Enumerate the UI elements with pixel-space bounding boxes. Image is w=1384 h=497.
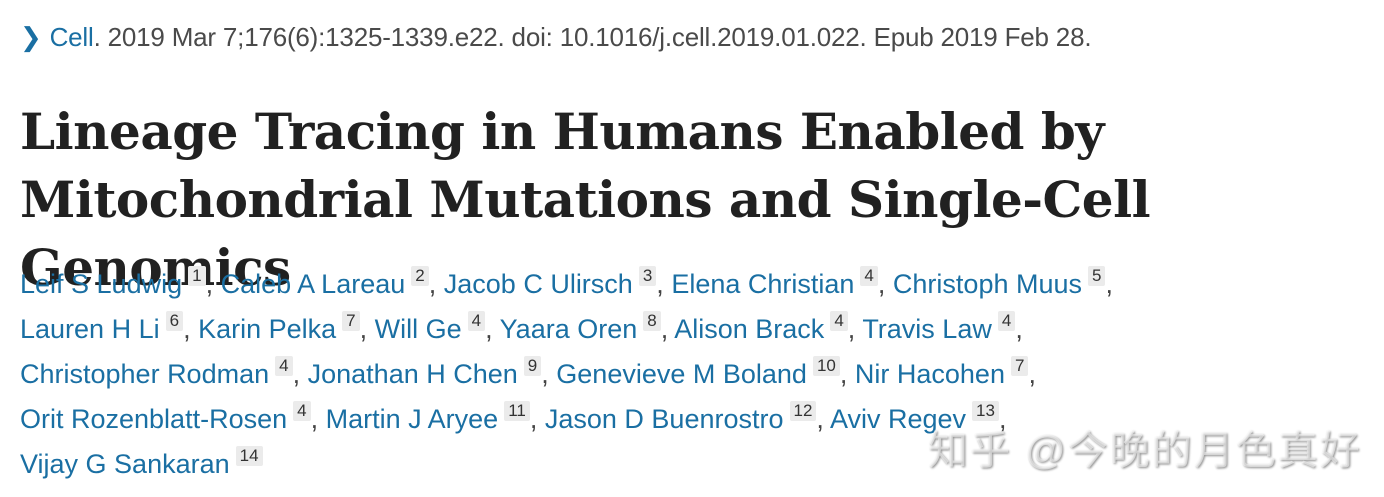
citation-details: . 2019 Mar 7;176(6):1325-1339.e22. doi: … xyxy=(93,22,1092,52)
author-link[interactable]: Will Ge xyxy=(374,314,462,344)
affiliation-badge[interactable]: 8 xyxy=(643,311,661,331)
affiliation-badge[interactable]: 11 xyxy=(504,401,530,421)
author-link[interactable]: Caleb A Lareau xyxy=(220,269,406,299)
affiliation-badge[interactable]: 4 xyxy=(830,311,848,331)
chevron-right-icon[interactable]: ❯ xyxy=(20,22,42,52)
affiliation-badge[interactable]: 7 xyxy=(342,311,360,331)
affiliation-badge[interactable]: 14 xyxy=(235,446,263,466)
author-line-5: Vijay G Sankaran 14 xyxy=(20,442,1220,487)
author-line-2: Lauren H Li 6, Karin Pelka 7, Will Ge 4, Ya… xyxy=(20,311,1023,344)
author-line-4: Orit Rozenblatt-Rosen 4, Martin J Aryee 11… xyxy=(20,401,1007,434)
author-link[interactable]: Alison Brack xyxy=(674,314,825,344)
author-link[interactable]: Vijay G Sankaran xyxy=(20,449,230,479)
author-link[interactable]: Lauren H Li xyxy=(20,314,160,344)
author-link[interactable]: Martin J Aryee xyxy=(325,404,499,434)
affiliation-badge[interactable]: 12 xyxy=(789,401,817,421)
author-link[interactable]: Christopher Rodman xyxy=(20,359,270,389)
affiliation-badge[interactable]: 13 xyxy=(972,401,999,421)
affiliation-badge[interactable]: 10 xyxy=(812,356,840,376)
author-link[interactable]: Orit Rozenblatt-Rosen xyxy=(20,404,288,434)
watermark: 知乎 @今晚的月色真好 xyxy=(928,429,1362,473)
affiliation-badge[interactable]: 6 xyxy=(165,311,184,331)
author-link[interactable]: Jason D Buenrostro xyxy=(544,404,784,434)
affiliation-badge[interactable]: 4 xyxy=(275,356,293,376)
author-line-3: Christopher Rodman 4, Jonathan H Chen 9, G… xyxy=(20,356,1036,389)
affiliation-badge[interactable]: 2 xyxy=(411,266,429,286)
author-link[interactable]: Travis Law xyxy=(862,314,992,344)
author-link[interactable]: Jacob C Ulirsch xyxy=(443,269,633,299)
author-link[interactable]: Genevieve M Boland xyxy=(556,359,807,389)
affiliation-badge[interactable]: 3 xyxy=(638,266,657,286)
affiliation-badge[interactable]: 7 xyxy=(1010,356,1029,376)
author-link[interactable]: Karin Pelka xyxy=(198,314,337,344)
author-link[interactable]: Leif S Ludwig xyxy=(20,269,183,299)
author-link[interactable]: Aviv Regev xyxy=(829,404,967,434)
article-title: Lineage Tracing in Humans Enabled by Mit… xyxy=(20,102,1151,297)
affiliation-badge[interactable]: 4 xyxy=(293,401,311,421)
journal-link[interactable]: Cell xyxy=(49,22,94,52)
affiliation-badge[interactable]: 9 xyxy=(523,356,542,376)
affiliation-badge[interactable]: 4 xyxy=(467,311,486,331)
author-link[interactable]: Elena Christian xyxy=(671,269,855,299)
affiliation-badge[interactable]: 1 xyxy=(188,266,206,286)
affiliation-badge[interactable]: 5 xyxy=(1088,266,1106,286)
affiliation-badge[interactable]: 4 xyxy=(860,266,878,286)
author-link[interactable]: Yaara Oren xyxy=(499,314,638,344)
citation-line: ❯ Cell. 2019 Mar 7;176(6):1325-1339.e22. … xyxy=(20,22,1092,53)
author-list: Leif S Ludwig 1, Caleb A Lareau 2, Jacob C… xyxy=(20,262,1220,487)
author-link[interactable]: Jonathan H Chen xyxy=(307,359,518,389)
author-link[interactable]: Christoph Muus xyxy=(892,269,1083,299)
affiliation-badge[interactable]: 4 xyxy=(997,311,1016,331)
author-line-1: Leif S Ludwig 1, Caleb A Lareau 2, Jacob C… xyxy=(20,266,1113,299)
author-link[interactable]: Nir Hacohen xyxy=(854,359,1005,389)
